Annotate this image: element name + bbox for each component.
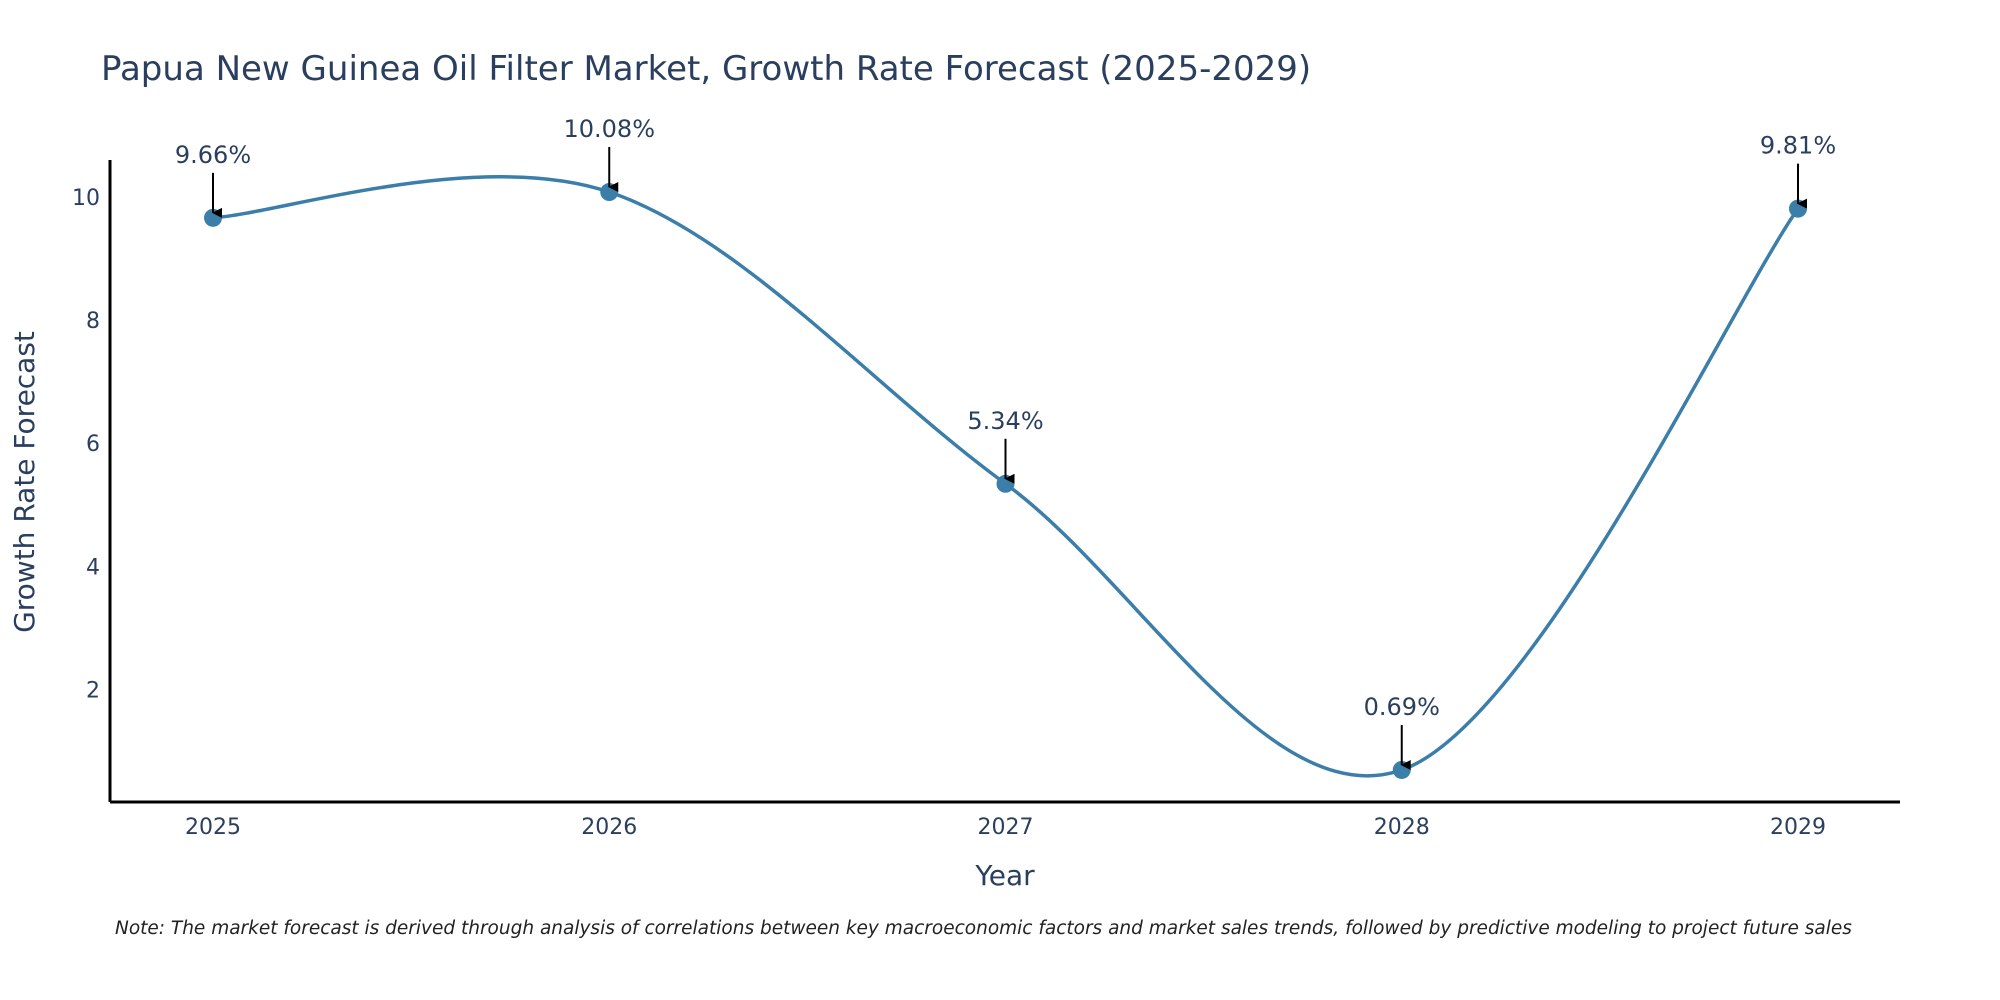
footnote: Note: The market forecast is derived thr… xyxy=(115,918,1852,939)
x-axis-title: Year xyxy=(974,859,1035,892)
data-label: 9.66% xyxy=(175,141,251,169)
y-tick-label: 8 xyxy=(86,309,100,334)
x-tick-label: 2025 xyxy=(185,815,241,840)
axes xyxy=(108,160,1900,804)
y-axis-ticks: 2 4 6 8 10 xyxy=(72,186,100,703)
y-axis-title: Growth Rate Forecast xyxy=(8,331,41,633)
x-tick-label: 2028 xyxy=(1374,815,1430,840)
y-tick-label: 6 xyxy=(86,432,100,457)
data-label: 5.34% xyxy=(967,407,1043,435)
data-markers xyxy=(204,183,1807,779)
data-annotations: 9.66% 10.08% 5.34% 0.69% 9.81% xyxy=(175,115,1836,770)
y-tick-label: 10 xyxy=(72,186,100,211)
data-label: 0.69% xyxy=(1364,693,1440,721)
series-line xyxy=(212,175,1800,778)
chart-title: Papua New Guinea Oil Filter Market, Grow… xyxy=(101,49,1311,89)
data-label: 10.08% xyxy=(563,115,655,143)
y-tick-label: 4 xyxy=(86,555,100,580)
x-tick-label: 2026 xyxy=(581,815,637,840)
data-label: 9.81% xyxy=(1760,132,1836,160)
y-tick-label: 2 xyxy=(86,678,100,703)
series-growth-rate xyxy=(212,175,1800,778)
x-tick-label: 2027 xyxy=(978,815,1034,840)
x-tick-label: 2029 xyxy=(1770,815,1826,840)
x-axis-ticks: 2025 2026 2027 2028 2029 xyxy=(185,815,1826,840)
